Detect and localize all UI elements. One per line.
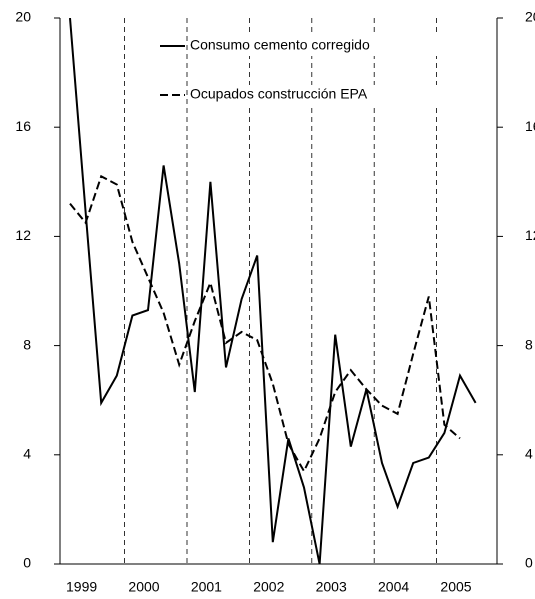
x-tick-label: 2001 [191, 579, 222, 595]
legend-label: Ocupados construcción EPA [190, 86, 368, 102]
x-tick-label: 2003 [316, 579, 347, 595]
y2-tick-label: 16 [525, 118, 535, 134]
x-tick-label: 2004 [378, 579, 409, 595]
y-tick-label: 0 [23, 555, 31, 571]
y-tick-label: 8 [23, 336, 31, 352]
x-tick-label: 1999 [66, 579, 97, 595]
y-tick-label: 4 [23, 446, 31, 462]
y2-tick-label: 12 [525, 227, 535, 243]
line-series [69, 18, 477, 565]
y-tick-label: 20 [15, 9, 31, 25]
y-tick-label: 16 [15, 118, 31, 134]
y2-tick-label: 4 [525, 446, 533, 462]
x-tick-label: 2000 [128, 579, 159, 595]
line-series [69, 174, 461, 474]
legend-bg [188, 36, 446, 56]
x-tick-label: 2002 [253, 579, 284, 595]
legend-bg [188, 85, 446, 105]
x-tick-label: 2005 [440, 579, 471, 595]
y2-tick-label: 8 [525, 336, 533, 352]
y2-tick-label: 0 [525, 555, 533, 571]
legend-label: Consumo cemento corregido [190, 37, 370, 53]
y-tick-label: 12 [15, 227, 31, 243]
y2-tick-label: 20 [525, 9, 535, 25]
